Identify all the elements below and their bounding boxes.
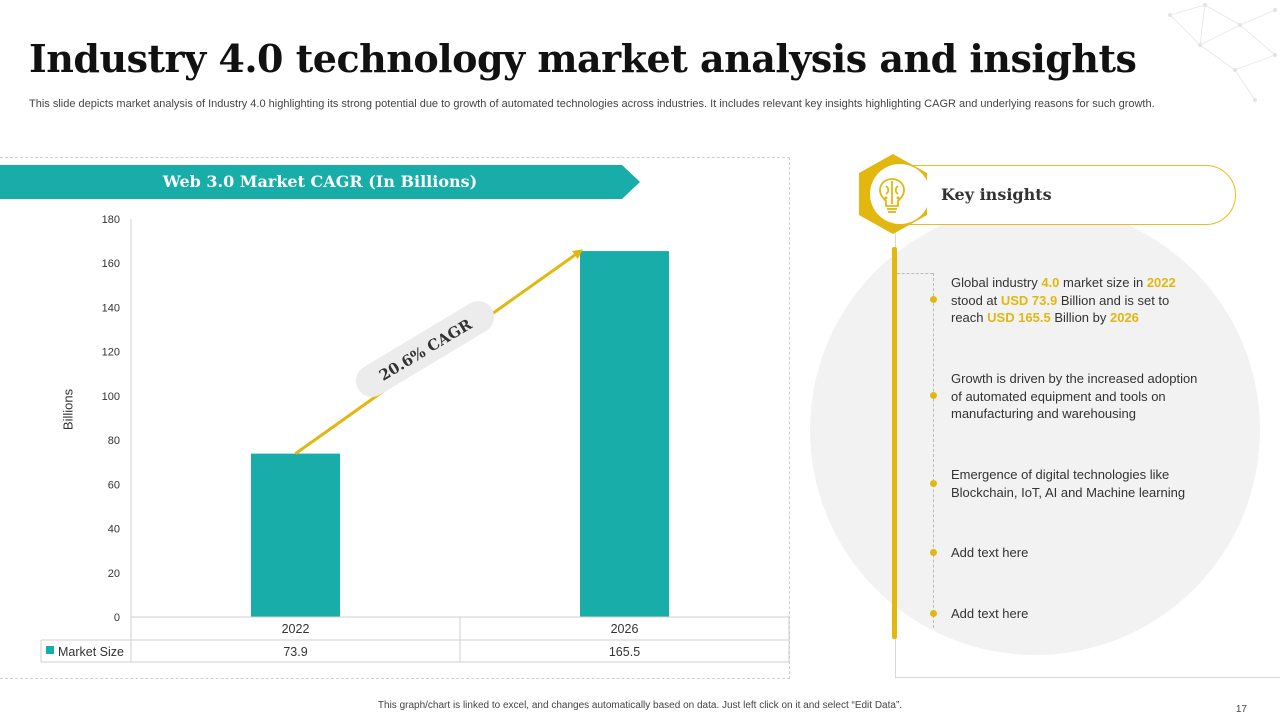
timeline-connector	[897, 273, 933, 275]
chart-banner	[0, 165, 640, 199]
key-insights-title: Key insights	[941, 185, 1052, 204]
insight-text: Add text here	[951, 606, 1029, 621]
insight-text: Add text here	[951, 545, 1029, 560]
chart-frame	[0, 157, 790, 679]
page-title: Industry 4.0 technology market analysis …	[29, 36, 1137, 81]
insight-text: Emergence of digital technologies like B…	[951, 467, 1186, 500]
lightbulb-brain-icon	[859, 154, 930, 234]
insight-bullet	[930, 296, 937, 303]
insight-bullet	[930, 480, 937, 487]
page-subtitle: This slide depicts market analysis of In…	[29, 98, 1155, 110]
page-number: 17	[1235, 704, 1247, 715]
insight-bullet	[930, 392, 937, 399]
insights-background-circle	[810, 205, 1260, 655]
insight-bullet	[930, 610, 937, 617]
chart-title: Web 3.0 Market CAGR (In Billions)	[162, 172, 478, 191]
key-insights-header	[866, 165, 1236, 225]
insight-text: Global industry 4.0 market size in 2022 …	[951, 275, 1176, 325]
timeline-dashed-line	[933, 273, 935, 628]
timeline-bar	[892, 247, 897, 639]
insight-bullet	[930, 549, 937, 556]
y-axis-label: Billions	[60, 388, 76, 431]
footer-note: This graph/chart is linked to excel, and…	[377, 700, 903, 711]
network-pattern-decoration	[1168, 3, 1277, 102]
insight-text: Growth is driven by the increased adopti…	[951, 371, 1198, 421]
